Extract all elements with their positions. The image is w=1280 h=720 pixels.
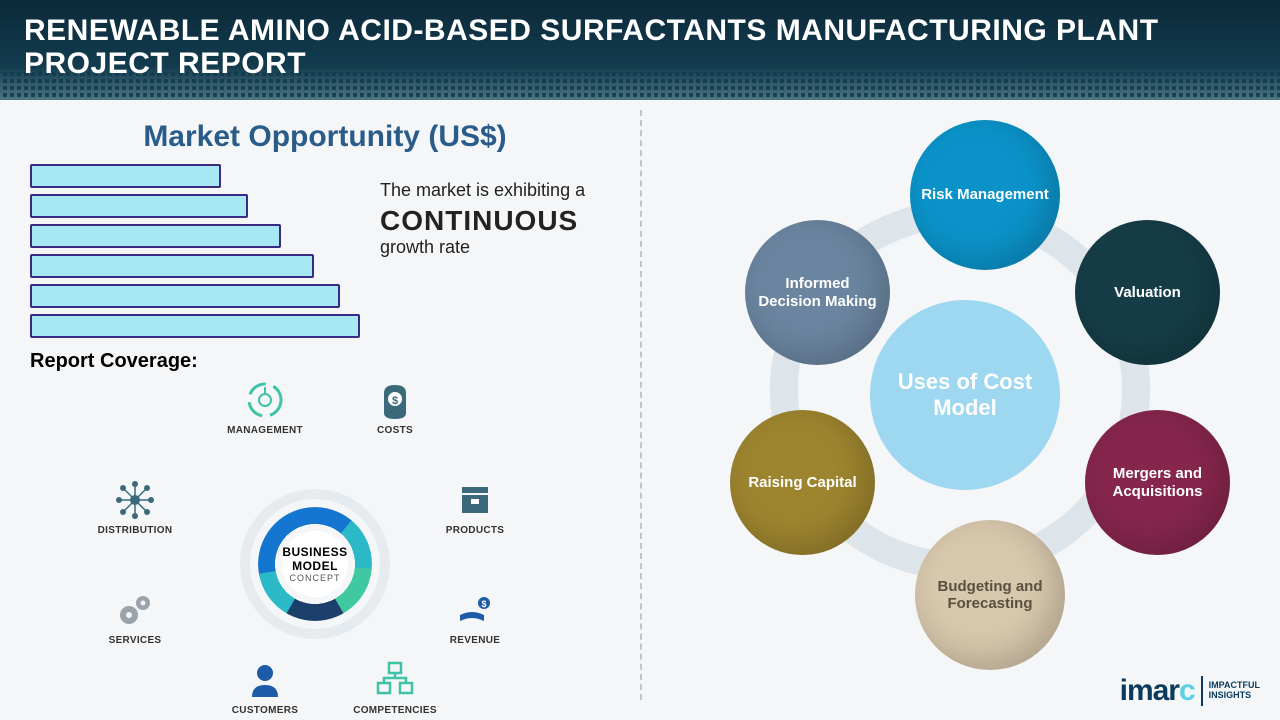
market-bar [30, 194, 248, 218]
market-bar [30, 314, 360, 338]
bubble-ma: Mergers and Acquisitions [1085, 410, 1230, 555]
bm-node-label: COMPETENCIES [350, 705, 440, 716]
bubble-valuation: Valuation [1075, 220, 1220, 365]
market-bar [30, 284, 340, 308]
bm-node-label: CUSTOMERS [220, 705, 310, 716]
body-container: Market Opportunity (US$) The market is e… [0, 100, 1280, 720]
header-banner: RENEWABLE AMINO ACID-BASED SURFACTANTS M… [0, 0, 1280, 100]
bubble-budget: Budgeting and Forecasting [915, 520, 1065, 670]
bm-node-management: MANAGEMENT [220, 379, 310, 436]
products-icon [454, 479, 496, 521]
bm-node-label: REVENUE [430, 635, 520, 646]
bm-node-label: SERVICES [90, 635, 180, 646]
bm-center-l2: MODEL [292, 559, 338, 573]
brand-logo: imarc IMPACTFUL INSIGHTS [1120, 674, 1260, 708]
bm-node-label: COSTS [350, 425, 440, 436]
brand-tagline-l2: INSIGHTS [1209, 690, 1252, 700]
market-bar [30, 164, 221, 188]
bm-node-label: DISTRIBUTION [90, 525, 180, 536]
bm-node-costs: $ COSTS [350, 379, 440, 436]
brand-logo-separator [1201, 676, 1203, 706]
market-opportunity-title: Market Opportunity (US$) [30, 120, 620, 154]
brand-tagline: IMPACTFUL INSIGHTS [1209, 681, 1260, 701]
growth-line1: The market is exhibiting a [380, 180, 630, 201]
business-model-center: BUSINESS MODEL CONCEPT [240, 489, 390, 639]
market-bar [30, 254, 314, 278]
bubble-risk: Risk Management [910, 120, 1060, 270]
right-panel: Uses of Cost Model Risk ManagementValuat… [640, 100, 1280, 720]
report-coverage-label: Report Coverage: [30, 350, 620, 373]
bm-node-label: PRODUCTS [430, 525, 520, 536]
bm-node-services: SERVICES [90, 589, 180, 646]
bm-node-label: MANAGEMENT [220, 425, 310, 436]
brand-tagline-l1: IMPACTFUL [1209, 680, 1260, 690]
business-model-diagram: BUSINESS MODEL CONCEPT MANAGEMENT $ COSTS P… [30, 379, 590, 699]
svg-text:$: $ [481, 599, 486, 609]
bm-node-distribution: DISTRIBUTION [90, 479, 180, 536]
bubble-informed: Informed Decision Making [745, 220, 890, 365]
bm-node-products: PRODUCTS [430, 479, 520, 536]
bubble-capital: Raising Capital [730, 410, 875, 555]
uses-center-bubble: Uses of Cost Model [870, 300, 1060, 490]
customers-icon [244, 659, 286, 701]
bm-node-revenue: $ REVENUE [430, 589, 520, 646]
left-panel: Market Opportunity (US$) The market is e… [0, 100, 640, 720]
market-bar [30, 224, 281, 248]
services-icon [114, 589, 156, 631]
uses-of-cost-model-diagram: Uses of Cost Model Risk ManagementValuat… [670, 120, 1250, 680]
growth-line2: CONTINUOUS [380, 205, 630, 237]
bm-node-competencies: COMPETENCIES [350, 659, 440, 716]
header-skyline-decor [0, 66, 1280, 100]
bm-node-customers: CUSTOMERS [220, 659, 310, 716]
uses-center-label: Uses of Cost Model [880, 369, 1050, 422]
bm-center-l1: BUSINESS [282, 545, 347, 559]
competencies-icon [374, 659, 416, 701]
management-icon [244, 379, 286, 421]
revenue-icon: $ [454, 589, 496, 631]
bm-ring-inner: BUSINESS MODEL CONCEPT [282, 531, 348, 597]
market-opportunity-bars [30, 164, 370, 338]
growth-text-block: The market is exhibiting a CONTINUOUS gr… [380, 180, 630, 258]
distribution-icon [114, 479, 156, 521]
growth-line3: growth rate [380, 237, 630, 258]
bm-center-l3: CONCEPT [289, 573, 340, 583]
costs-icon: $ [374, 379, 416, 421]
brand-logo-text: imarc [1120, 674, 1195, 708]
svg-text:$: $ [392, 395, 398, 407]
